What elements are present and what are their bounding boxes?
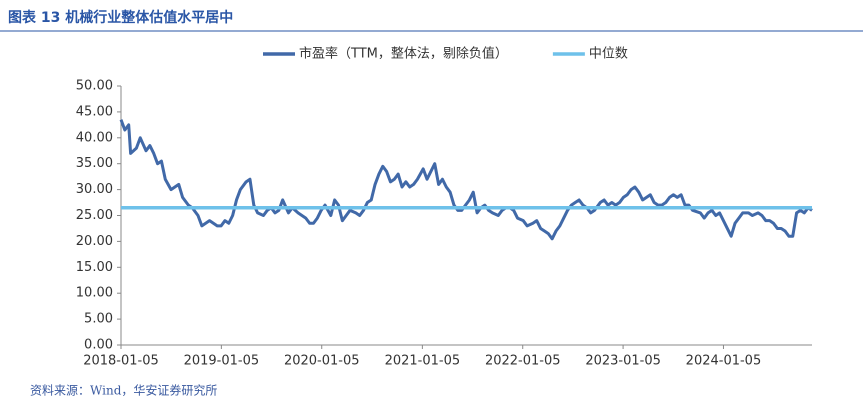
source-note: 资料来源：Wind，华安证券研究所 <box>30 383 217 398</box>
y-tick-label: 25.00 <box>76 208 113 223</box>
x-tick-label: 2021-01-05 <box>385 354 461 369</box>
y-tick-label: 35.00 <box>76 156 113 171</box>
legend-label: 市盈率（TTM，整体法，剔除负值） <box>299 46 508 62</box>
y-tick-label: 20.00 <box>76 234 113 249</box>
chart-title: 图表 13 机械行业整体估值水平居中 <box>8 9 233 26</box>
x-tick-label: 2022-01-05 <box>485 354 561 369</box>
x-tick-label: 2023-01-05 <box>585 354 661 369</box>
y-tick-label: 30.00 <box>76 182 113 197</box>
y-tick-label: 5.00 <box>84 312 113 327</box>
y-tick-label: 50.00 <box>76 79 113 94</box>
y-tick-label: 45.00 <box>76 104 113 119</box>
y-tick-label: 0.00 <box>84 338 113 353</box>
y-tick-label: 15.00 <box>76 260 113 275</box>
y-tick-label: 40.00 <box>76 130 113 145</box>
x-tick-label: 2018-01-05 <box>83 354 159 369</box>
x-tick-label: 2024-01-05 <box>686 354 762 369</box>
data-line <box>119 119 813 241</box>
y-tick-label: 10.00 <box>76 286 113 301</box>
x-tick-label: 2019-01-05 <box>184 354 260 369</box>
legend-label: 中位数 <box>589 47 628 62</box>
x-tick-label: 2020-01-05 <box>284 354 360 369</box>
